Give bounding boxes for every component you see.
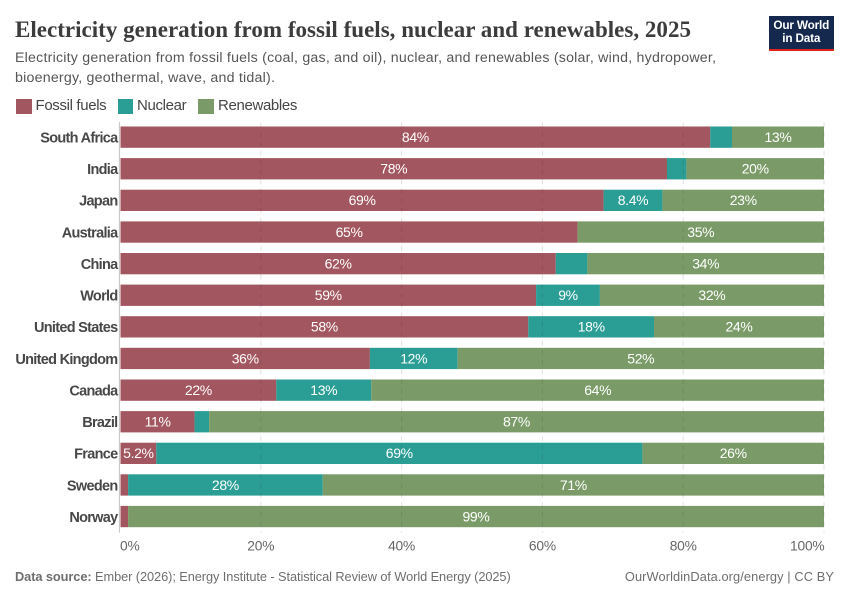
svg-text:69%: 69% bbox=[349, 192, 376, 208]
svg-text:100%: 100% bbox=[790, 539, 825, 554]
svg-text:South Africa: South Africa bbox=[40, 131, 119, 147]
svg-text:23%: 23% bbox=[730, 192, 757, 208]
svg-text:59%: 59% bbox=[315, 287, 342, 303]
svg-text:60%: 60% bbox=[529, 539, 556, 554]
svg-text:0%: 0% bbox=[120, 539, 140, 554]
svg-text:India: India bbox=[87, 162, 119, 178]
svg-text:Brazil: Brazil bbox=[82, 415, 117, 431]
svg-text:62%: 62% bbox=[325, 255, 352, 271]
svg-text:87%: 87% bbox=[503, 414, 530, 430]
svg-text:78%: 78% bbox=[380, 161, 407, 177]
svg-text:12%: 12% bbox=[400, 350, 427, 366]
svg-text:5.2%: 5.2% bbox=[123, 445, 154, 461]
svg-text:24%: 24% bbox=[726, 319, 753, 335]
svg-text:22%: 22% bbox=[185, 382, 212, 398]
svg-text:13%: 13% bbox=[765, 129, 792, 145]
svg-text:35%: 35% bbox=[687, 224, 714, 240]
svg-text:United States: United States bbox=[34, 320, 118, 336]
svg-text:20%: 20% bbox=[742, 161, 769, 177]
svg-text:26%: 26% bbox=[720, 445, 747, 461]
svg-text:99%: 99% bbox=[463, 508, 490, 524]
svg-text:9%: 9% bbox=[558, 287, 578, 303]
svg-text:20%: 20% bbox=[247, 539, 274, 554]
svg-text:84%: 84% bbox=[402, 129, 429, 145]
svg-text:32%: 32% bbox=[698, 287, 725, 303]
svg-text:71%: 71% bbox=[560, 477, 587, 493]
svg-text:80%: 80% bbox=[670, 539, 697, 554]
svg-text:Japan: Japan bbox=[79, 194, 117, 210]
svg-text:28%: 28% bbox=[212, 477, 239, 493]
svg-text:World: World bbox=[80, 289, 117, 305]
svg-text:France: France bbox=[74, 447, 118, 463]
svg-text:58%: 58% bbox=[311, 319, 338, 335]
svg-text:Norway: Norway bbox=[69, 510, 118, 526]
svg-text:Australia: Australia bbox=[62, 225, 119, 241]
svg-text:40%: 40% bbox=[388, 539, 415, 554]
svg-text:64%: 64% bbox=[584, 382, 611, 398]
svg-text:United Kingdom: United Kingdom bbox=[15, 352, 117, 368]
svg-text:Sweden: Sweden bbox=[67, 478, 118, 494]
svg-text:36%: 36% bbox=[232, 350, 259, 366]
svg-text:13%: 13% bbox=[310, 382, 337, 398]
svg-text:8.4%: 8.4% bbox=[618, 192, 649, 208]
svg-text:11%: 11% bbox=[145, 414, 171, 430]
svg-text:69%: 69% bbox=[386, 445, 413, 461]
svg-text:52%: 52% bbox=[627, 350, 654, 366]
svg-text:Canada: Canada bbox=[69, 383, 119, 399]
svg-text:34%: 34% bbox=[692, 255, 719, 271]
svg-text:65%: 65% bbox=[336, 224, 363, 240]
svg-text:18%: 18% bbox=[578, 319, 605, 335]
svg-text:China: China bbox=[81, 257, 119, 273]
